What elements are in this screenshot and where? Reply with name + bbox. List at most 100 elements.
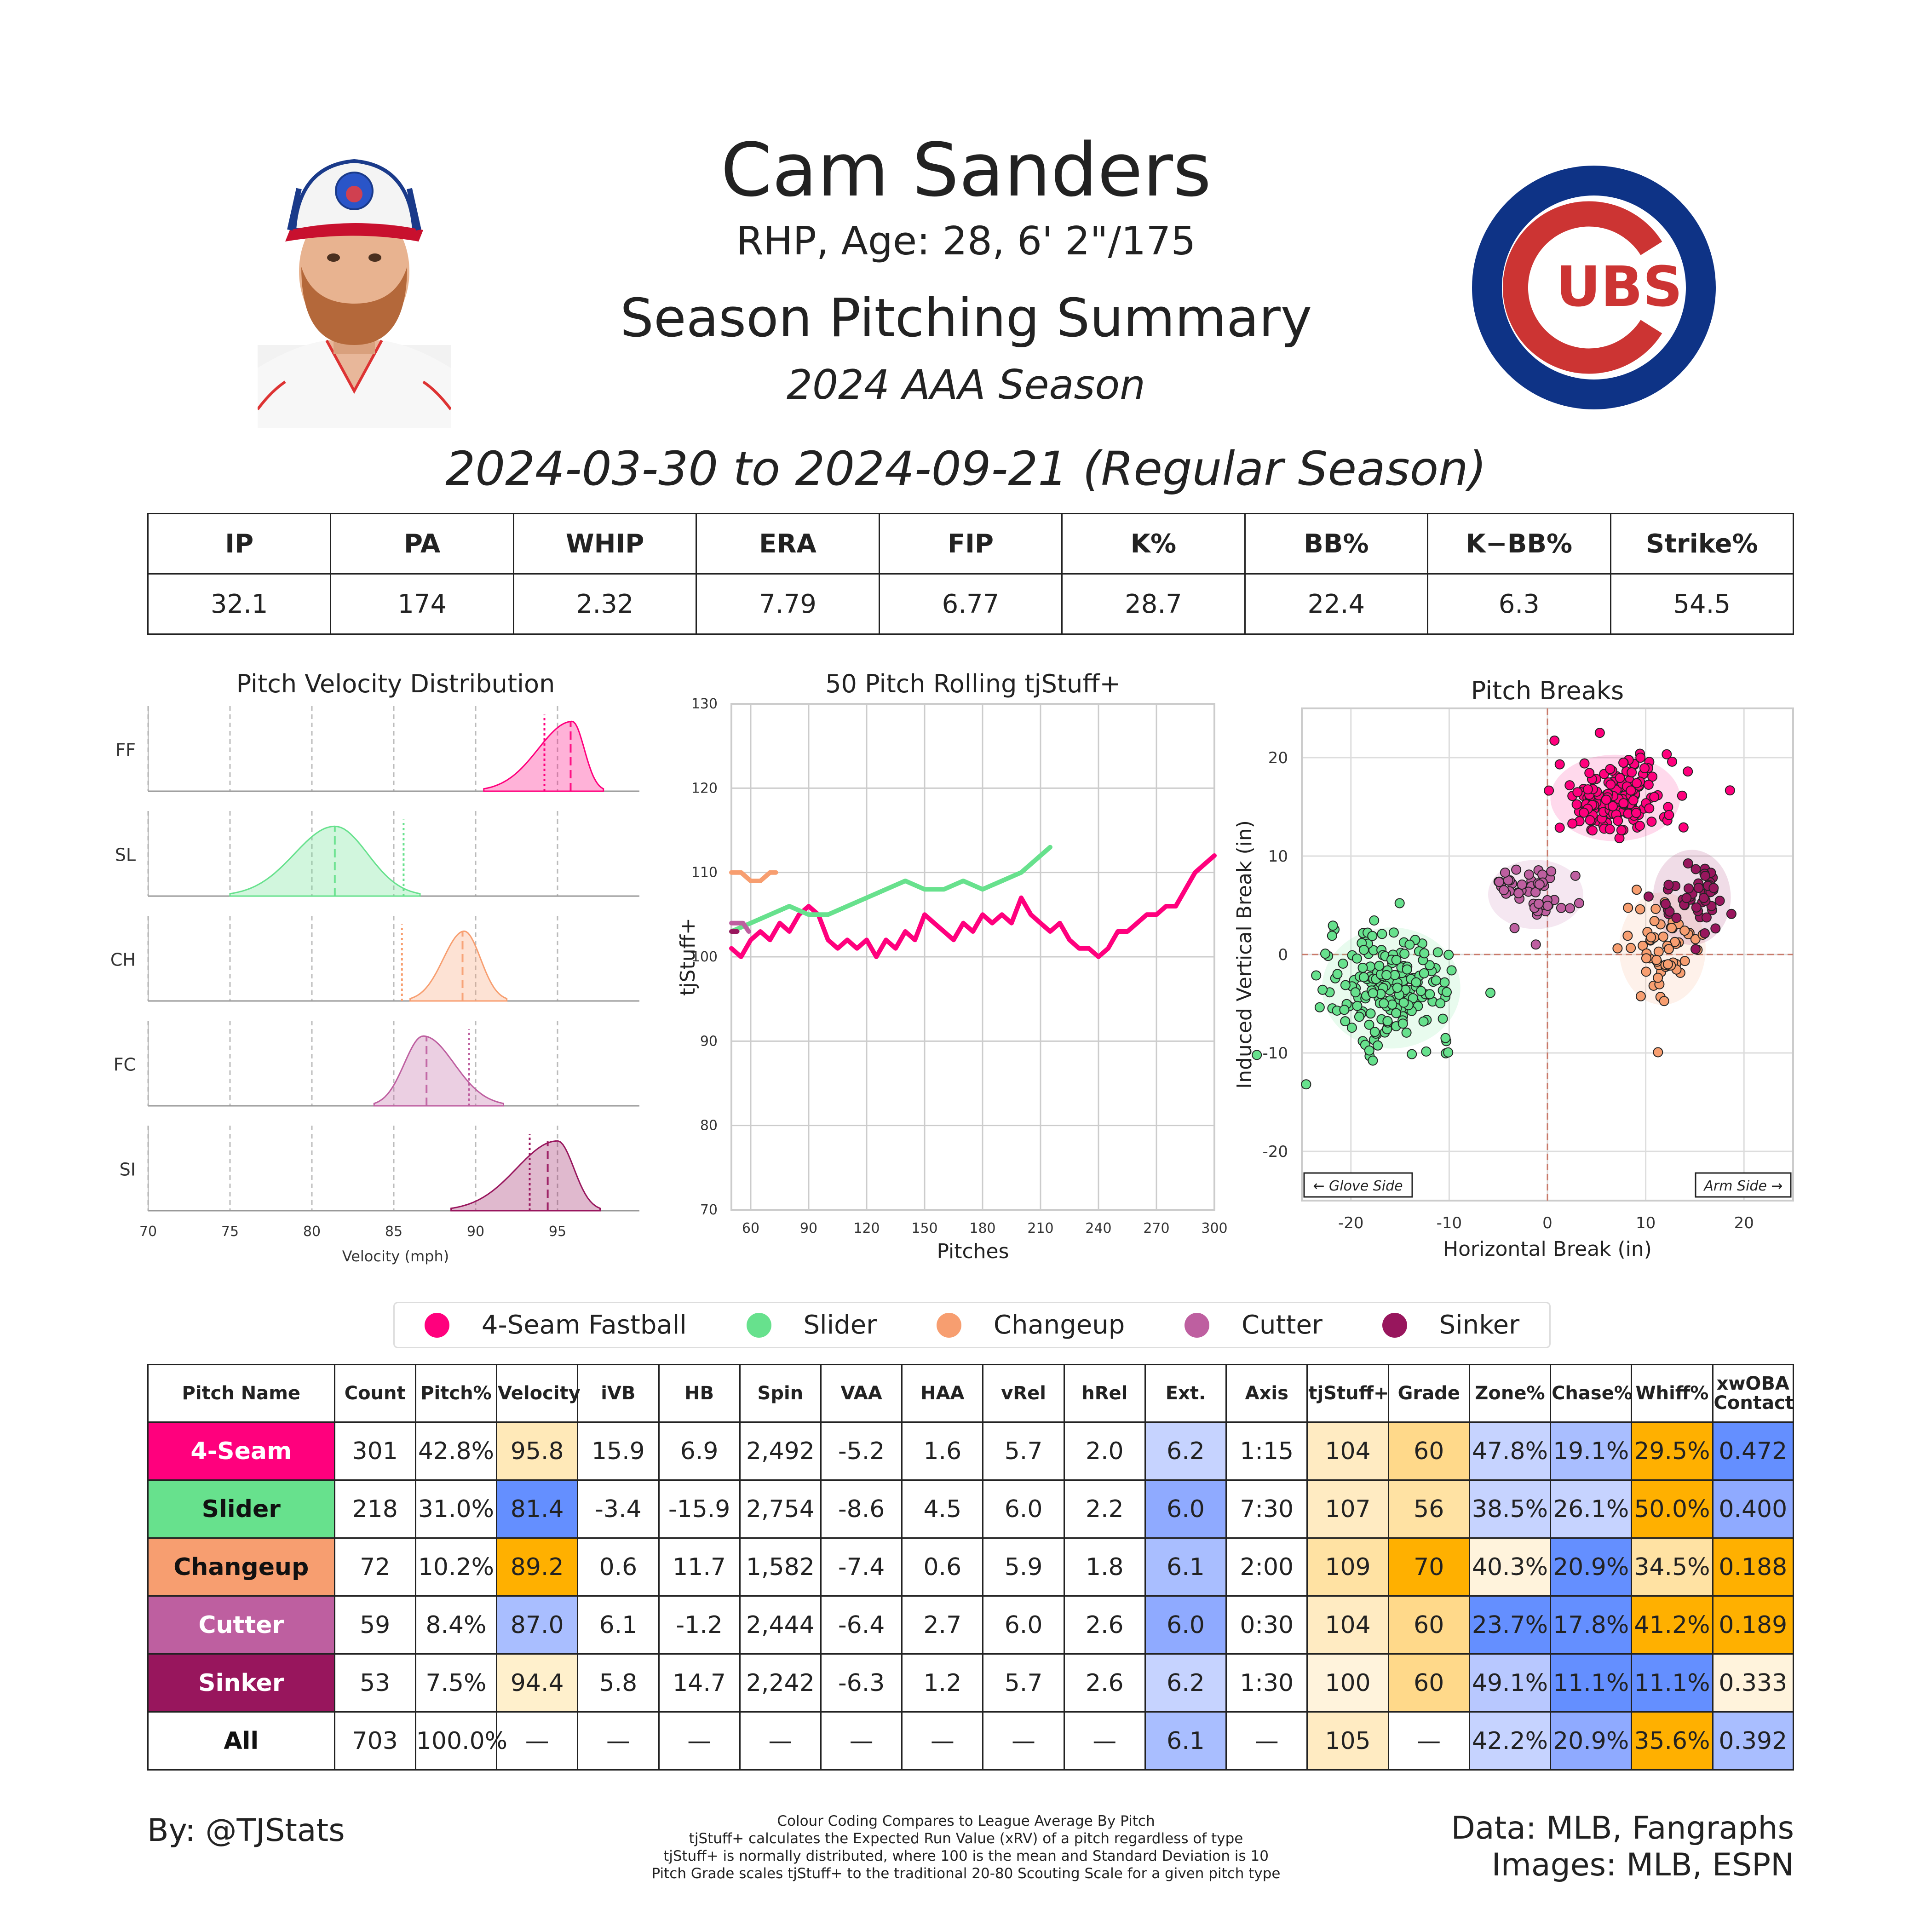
- pitch-point-ff: [1554, 759, 1565, 770]
- pitch-point-ff: [1582, 784, 1593, 794]
- legend-marker: [936, 1312, 961, 1338]
- pitch-point-ff: [1601, 794, 1611, 805]
- velocity-row-sl: SL: [115, 811, 639, 897]
- pitch-point-fc: [1542, 901, 1553, 911]
- pitch-table-row: Sinker 53 7.5% 94.4 5.8 14.7 2,242 -6.3 1.2 5.7 2.…: [147, 1653, 1794, 1713]
- pitch-table-cell: 0:30: [1225, 1595, 1308, 1655]
- pitch-point-sl: [1419, 968, 1429, 978]
- pitch-table-cell: 60: [1387, 1653, 1470, 1713]
- pitch-point-sl: [1364, 1045, 1374, 1056]
- pitch-point-ch: [1658, 932, 1668, 942]
- pitch-point-ff: [1616, 825, 1627, 835]
- pitch-point-ch: [1635, 991, 1646, 1001]
- stats-value: 7.79: [696, 573, 880, 635]
- date-range: 2024-03-30 to 2024-09-21 (Regular Season…: [445, 442, 1487, 496]
- pitch-table-cell: -6.4: [820, 1595, 903, 1655]
- pitch-point-sl: [1485, 988, 1495, 998]
- density-area: [373, 1035, 505, 1107]
- pitch-name-cell: Slider: [147, 1479, 335, 1539]
- pitch-point-si: [1691, 902, 1702, 913]
- stats-header: K−BB%: [1427, 513, 1611, 575]
- pitch-table-cell: 0.333: [1712, 1653, 1794, 1713]
- pitch-point-ff: [1627, 767, 1637, 777]
- stats-header: Strike%: [1610, 513, 1794, 575]
- pitch-table-cell: 60: [1387, 1421, 1470, 1481]
- pitch-name-cell: 4-Seam: [147, 1421, 335, 1481]
- pitch-table-cell: 0.6: [577, 1537, 660, 1597]
- pitch-table-cell: —: [1063, 1711, 1146, 1771]
- pitch-point-sl: [1301, 1079, 1311, 1090]
- pitch-point-si: [1726, 908, 1736, 919]
- row-label: SI: [120, 1160, 136, 1180]
- pitch-table-cell: 2.6: [1063, 1595, 1146, 1655]
- pitch-point-si: [1698, 893, 1709, 903]
- pitch-point-si: [1710, 923, 1721, 934]
- stats-header: IP: [147, 513, 332, 575]
- x-tick-label: 90: [800, 1220, 817, 1236]
- series-line-ff: [729, 853, 1217, 959]
- y-axis-label: Induced Vertical Break (in): [1233, 820, 1256, 1089]
- pitch-table-cell: 47.8%: [1468, 1421, 1552, 1481]
- velocity-row-ch: CH: [110, 916, 639, 1002]
- pitch-breaks-chart: Pitch Breaks -20 -10 0 10 20 -20 -10 0 10 20 ← Glov…: [1233, 676, 1794, 1261]
- pitch-point-sl: [1346, 1023, 1357, 1033]
- pitch-point-sl: [1339, 1005, 1350, 1015]
- pitch-point-ff: [1632, 778, 1642, 788]
- pitch-name-cell: Cutter: [147, 1595, 335, 1655]
- y-tick-label: 20: [1268, 749, 1288, 767]
- pitch-point-ch: [1662, 959, 1673, 970]
- pitch-table-cell: —: [658, 1711, 741, 1771]
- pitch-table-cell: 53: [334, 1653, 416, 1713]
- x-tick-label: 90: [467, 1224, 484, 1240]
- series-line-ch: [729, 870, 778, 883]
- pitch-point-fc: [1524, 869, 1534, 880]
- x-tick-label: 0: [1542, 1214, 1552, 1232]
- pitch-table-cell: —: [496, 1711, 579, 1771]
- legend-item: Cutter: [1184, 1310, 1322, 1340]
- pitch-table-cell: —: [739, 1711, 822, 1771]
- pitch-point-sl: [1443, 949, 1454, 960]
- pitch-point-ff: [1615, 773, 1625, 783]
- author-credit: By: @TJStats: [147, 1812, 345, 1849]
- stats-value: 6.77: [878, 573, 1063, 635]
- density-area: [409, 930, 508, 1002]
- image-credit: Images: MLB, ESPN: [1491, 1847, 1794, 1883]
- pitch-table-cell: —: [577, 1711, 660, 1771]
- pitch-point-sl: [1407, 1049, 1417, 1059]
- pitch-point-ff: [1678, 822, 1689, 833]
- pitch-point-si: [1701, 912, 1712, 923]
- arm-side-label: Arm Side →: [1703, 1178, 1782, 1194]
- pitch-point-fc: [1533, 898, 1544, 909]
- pitch-table-cell: 0.472: [1712, 1421, 1794, 1481]
- row-label: FC: [114, 1055, 136, 1075]
- pitch-point-ff: [1626, 785, 1636, 796]
- pitch-table-cell: 56: [1387, 1479, 1470, 1539]
- pitch-table-row: All 703 100.0% — — — — — — — —6.1—105—42.2% 20.9% 35…: [147, 1711, 1794, 1771]
- data-credits: Data: MLB, Fangraphs Images: MLB, ESPN: [1451, 1810, 1794, 1884]
- pitch-point-sl: [1402, 964, 1412, 975]
- density-area: [450, 1140, 601, 1212]
- glove-side-label: ← Glove Side: [1313, 1178, 1403, 1194]
- pitch-table-cell: 1.2: [901, 1653, 984, 1713]
- x-tick-label: 270: [1143, 1220, 1169, 1236]
- pitch-table-cell: 6.1: [1144, 1537, 1227, 1597]
- pitch-table-cell: 95.8: [496, 1421, 579, 1481]
- pitch-point-ff: [1571, 799, 1582, 810]
- pitch-point-si: [1708, 883, 1719, 893]
- player-headshot: [258, 159, 451, 428]
- legend-item: 4-Seam Fastball: [424, 1310, 687, 1340]
- footer-notes: Colour Coding Compares to League Average…: [552, 1812, 1380, 1882]
- pitch-table-cell: -7.4: [820, 1537, 903, 1597]
- pitch-point-ff: [1554, 822, 1565, 833]
- pitch-table-header-cell: HAA: [901, 1364, 984, 1423]
- pitch-point-ff: [1594, 728, 1605, 738]
- pitch-point-sl: [1440, 1033, 1451, 1043]
- pitch-point-ch: [1622, 931, 1633, 941]
- pitch-point-ff: [1587, 825, 1598, 836]
- pitch-point-ff: [1567, 818, 1578, 829]
- pitch-point-sl: [1368, 988, 1378, 999]
- pitch-table-cell: 2.7: [901, 1595, 984, 1655]
- arm-side-box: Arm Side →: [1695, 1172, 1792, 1198]
- pitch-point-sl: [1442, 987, 1452, 997]
- pitch-point-ff: [1647, 771, 1658, 782]
